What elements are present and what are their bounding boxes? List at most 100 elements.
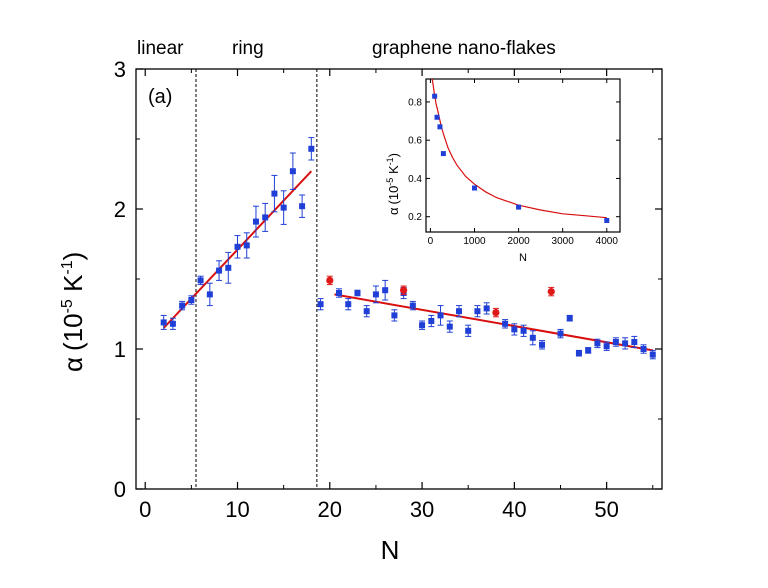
data-point-blue	[289, 168, 296, 175]
data-point-blue	[354, 290, 361, 296]
data-point-blue	[594, 340, 601, 347]
data-point-blue	[603, 343, 610, 350]
inset-y-label-base: (10	[386, 186, 401, 205]
x-tick-label: 20	[318, 497, 342, 522]
x-tick-label: 40	[502, 497, 526, 522]
data-point-blue	[345, 301, 352, 308]
data-point-blue	[225, 264, 232, 271]
data-point-blue	[299, 203, 306, 210]
main-y-label-base: (10	[58, 313, 88, 351]
y-tick-label: 2	[114, 197, 126, 222]
main-y-label-exp2: -1	[59, 260, 76, 274]
inset-y-label-symbol: α	[386, 207, 401, 215]
inset-x-tick-label: 2000	[507, 236, 530, 247]
main-y-label-mid: K	[58, 274, 88, 299]
data-point-blue	[197, 277, 204, 284]
data-point-blue	[216, 267, 223, 274]
main-y-label-exp1: -5	[59, 299, 76, 313]
inset-plot-frame	[425, 78, 621, 233]
data-point-blue	[437, 312, 444, 319]
y-tick-label: 0	[114, 477, 126, 502]
y-tick-label: 1	[114, 337, 126, 362]
data-point-blue	[566, 315, 573, 322]
inset-x-tick-label: 1000	[463, 236, 486, 247]
data-point-blue	[529, 334, 536, 341]
inset-data-point	[516, 204, 522, 210]
data-point-blue	[455, 308, 462, 315]
inset-x-tick-label: 0	[428, 236, 434, 247]
inset-x-tick-label: 3000	[552, 236, 575, 247]
data-point-blue	[262, 214, 269, 221]
data-point-blue	[308, 145, 315, 152]
inset-data-point	[434, 114, 440, 120]
inset-y-axis-label: α (10-5 K-1)	[385, 153, 401, 215]
inset-y-tick-label: 0.4	[408, 174, 422, 185]
panel-label: (a)	[148, 86, 172, 108]
data-point-blue	[575, 350, 582, 357]
main-y-axis-label: α (10-5 K-1)	[58, 252, 88, 372]
data-point-blue	[206, 291, 213, 298]
inset-y-label-end: )	[386, 153, 401, 157]
data-point-blue	[511, 326, 518, 333]
data-point-blue	[520, 327, 527, 334]
data-point-blue	[474, 308, 481, 315]
main-axis-ticks: 0 10 20 30 40 50 0 1 2 3	[114, 57, 662, 522]
inset-y-label-mid: K	[386, 165, 401, 178]
region-label-linear: linear	[137, 38, 184, 59]
inset-y-tick-label: 0.2	[408, 212, 422, 223]
inset-fit-polyline	[431, 78, 607, 219]
x-tick-label: 50	[594, 497, 618, 522]
data-point-blue	[179, 302, 186, 309]
x-tick-label: 10	[225, 497, 249, 522]
inset-data-point	[604, 218, 610, 224]
data-point-blue	[631, 339, 638, 345]
data-point-blue	[446, 323, 453, 330]
data-point-red	[326, 276, 334, 284]
inset-x-tick-label: 4000	[596, 236, 619, 247]
inset-data-point	[432, 93, 438, 99]
data-point-blue	[363, 308, 370, 315]
data-point-blue	[557, 330, 564, 337]
data-point-blue	[409, 302, 416, 309]
data-point-blue	[391, 312, 398, 319]
data-point-blue	[640, 346, 647, 352]
data-point-blue	[539, 341, 546, 348]
data-point-blue	[169, 320, 176, 327]
main-data-points	[160, 137, 656, 360]
inset-data-point	[437, 124, 443, 130]
inset-data-point	[472, 185, 477, 191]
data-point-blue	[317, 301, 324, 308]
y-tick-label: 3	[114, 57, 126, 82]
data-point-blue	[585, 347, 592, 354]
data-point-blue	[372, 291, 379, 298]
data-point-blue	[419, 322, 426, 329]
inset-x-axis-label: N	[519, 252, 527, 264]
data-point-blue	[252, 218, 259, 225]
inset-y-label-exp2: -1	[385, 157, 395, 165]
data-point-blue	[280, 204, 287, 211]
data-point-blue	[271, 190, 278, 197]
data-point-blue	[465, 327, 472, 334]
main-x-axis-label: N	[381, 535, 400, 565]
data-point-blue	[160, 319, 167, 326]
data-point-blue	[612, 339, 619, 345]
region-label-flakes: graphene nano-flakes	[372, 38, 556, 59]
data-point-blue	[622, 340, 629, 347]
inset-data-point	[440, 151, 446, 157]
x-tick-label: 30	[410, 497, 434, 522]
data-point-blue	[234, 243, 241, 250]
region-dividers	[195, 69, 318, 489]
data-point-blue	[502, 320, 509, 327]
x-tick-label: 0	[139, 497, 151, 522]
data-point-blue	[188, 297, 195, 303]
data-point-red	[400, 286, 408, 294]
data-point-red	[547, 288, 555, 296]
inset-y-tick-label: 0.6	[408, 136, 422, 147]
data-point-blue	[649, 351, 656, 358]
inset-axis-ticks: 0 1000 2000 3000 4000 0.2 0.4 0.6 0.8	[408, 79, 620, 247]
inset-y-tick-label: 0.8	[408, 97, 422, 108]
data-point-blue	[336, 290, 343, 296]
inset-y-label-exp1: -5	[385, 178, 395, 186]
main-y-label-end: )	[58, 252, 88, 261]
